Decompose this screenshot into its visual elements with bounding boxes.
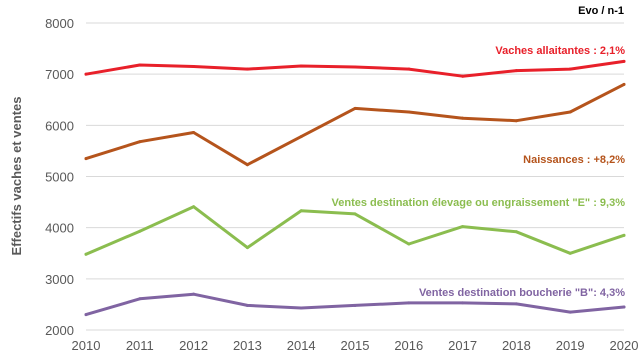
x-tick-label: 2011 [126,338,154,353]
x-tick-label: 2016 [394,338,423,353]
data-point [192,130,196,134]
x-tick-label: 2017 [448,338,477,353]
data-point [622,233,626,237]
data-point [514,119,518,123]
corner-label: Evo / n-1 [578,5,624,17]
data-point [245,303,249,307]
x-tick-label: 2010 [72,338,101,353]
data-point [192,292,196,296]
data-point [461,116,465,120]
data-point [407,242,411,246]
data-point [568,251,572,255]
data-point [622,305,626,309]
series-lines [84,59,626,317]
data-point [299,135,303,139]
data-point [353,106,357,110]
data-point [514,230,518,234]
data-point [245,67,249,71]
data-point [353,303,357,307]
data-point [245,163,249,167]
data-point [84,313,88,317]
series-annotation-naissances: Naissances : +8,2% [523,154,625,166]
y-tick-label: 2000 [45,323,74,338]
data-point [407,67,411,71]
data-point [138,140,142,144]
data-point [84,157,88,161]
x-tick-label: 2012 [179,338,208,353]
series-annotation-vaches: Vaches allaitantes : 2,1% [495,45,625,57]
data-point [138,63,142,67]
grid-lines [86,22,624,331]
data-point [568,110,572,114]
data-point [299,64,303,68]
series-annotation-ventes-b: Ventes destination boucherie "B": 4,3% [419,287,625,299]
data-point [407,110,411,114]
data-point [84,252,88,256]
data-point [138,229,142,233]
series-annotations: Vaches allaitantes : 2,1% Naissances : +… [332,45,626,299]
data-point [568,310,572,314]
data-point [568,67,572,71]
data-point [622,82,626,86]
y-tick-label: 8000 [45,16,74,31]
y-tick-label: 4000 [45,221,74,236]
data-point [407,301,411,305]
x-axis-ticks: 2010 2011 2012 2013 2014 2015 2016 2017 2018 2019… [72,338,639,353]
data-point [192,205,196,209]
data-point [138,297,142,301]
data-point [514,69,518,73]
y-axis-label: Effectifs vaches et ventes [9,97,24,256]
data-point [461,301,465,305]
y-tick-label: 3000 [45,272,74,287]
data-point [353,212,357,216]
y-tick-label: 7000 [45,67,74,82]
x-tick-label: 2015 [341,338,370,353]
data-point [622,59,626,63]
series-line-1 [84,82,626,167]
data-point [84,72,88,76]
data-point [245,246,249,250]
data-point [461,225,465,229]
y-tick-label: 6000 [45,118,74,133]
data-point [353,65,357,69]
data-point [461,74,465,78]
y-tick-label: 5000 [45,170,74,185]
data-point [514,302,518,306]
data-point [192,64,196,68]
x-tick-label: 2013 [233,338,262,353]
x-tick-label: 2018 [502,338,531,353]
data-point [299,306,303,310]
data-point [299,209,303,213]
y-axis-ticks: 2000 3000 4000 5000 6000 7000 8000 [45,16,74,338]
series-annotation-ventes-e: Ventes destination élevage ou engraissem… [332,197,626,209]
x-tick-label: 2014 [287,338,316,353]
x-tick-label: 2019 [556,338,585,353]
x-tick-label: 2020 [610,338,639,353]
